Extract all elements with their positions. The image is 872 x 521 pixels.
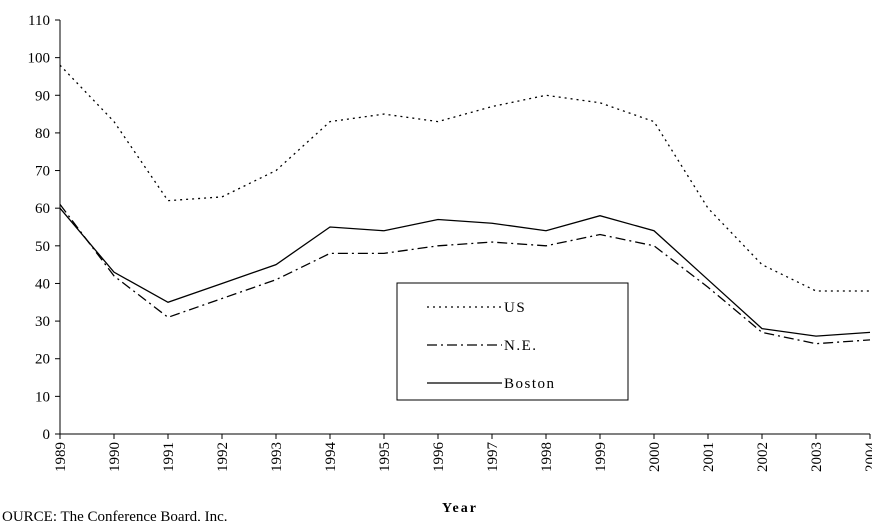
legend-box	[396, 282, 629, 401]
legend-label: Boston	[504, 376, 556, 392]
x-tick-label: 1999	[593, 442, 609, 472]
y-tick-label: 20	[35, 352, 50, 368]
y-tick-label: 30	[35, 314, 50, 330]
x-tick-label: 1995	[377, 442, 393, 472]
x-tick-label: 1993	[269, 442, 285, 472]
y-tick-label: 60	[35, 201, 50, 217]
source-note: OURCE: The Conference Board, Inc.	[2, 509, 228, 521]
x-tick-label: 1997	[485, 442, 501, 473]
x-tick-label: 1998	[539, 442, 555, 472]
x-tick-label: 1994	[323, 442, 339, 473]
y-tick-label: 0	[43, 427, 51, 443]
y-tick-label: 10	[35, 389, 50, 405]
series-line	[59, 64, 870, 292]
legend-label: US	[504, 300, 526, 316]
y-tick-label: 40	[35, 276, 50, 292]
y-tick-label: 70	[35, 164, 50, 180]
x-tick-label: 2002	[755, 442, 771, 472]
x-tick-label: 1991	[161, 442, 177, 472]
y-tick-label: 80	[35, 126, 50, 142]
x-tick-label: 1990	[107, 442, 123, 472]
x-tick-label: 2000	[647, 442, 663, 472]
y-tick-label: 90	[35, 88, 50, 104]
x-tick-label: 2004	[863, 442, 872, 473]
legend-label: N.E.	[504, 338, 538, 354]
y-tick-label: 50	[35, 239, 50, 255]
x-tick-label: 1992	[215, 442, 231, 472]
x-axis-label: Year	[442, 501, 478, 516]
series-line	[59, 204, 871, 345]
x-tick-label: 2001	[701, 442, 717, 472]
x-tick-label: 1996	[431, 442, 447, 473]
x-tick-label: 2003	[809, 442, 825, 472]
x-tick-label: 1989	[53, 442, 69, 472]
y-tick-label: 110	[28, 13, 50, 29]
series-line	[59, 207, 871, 337]
y-tick-label: 100	[28, 51, 51, 67]
